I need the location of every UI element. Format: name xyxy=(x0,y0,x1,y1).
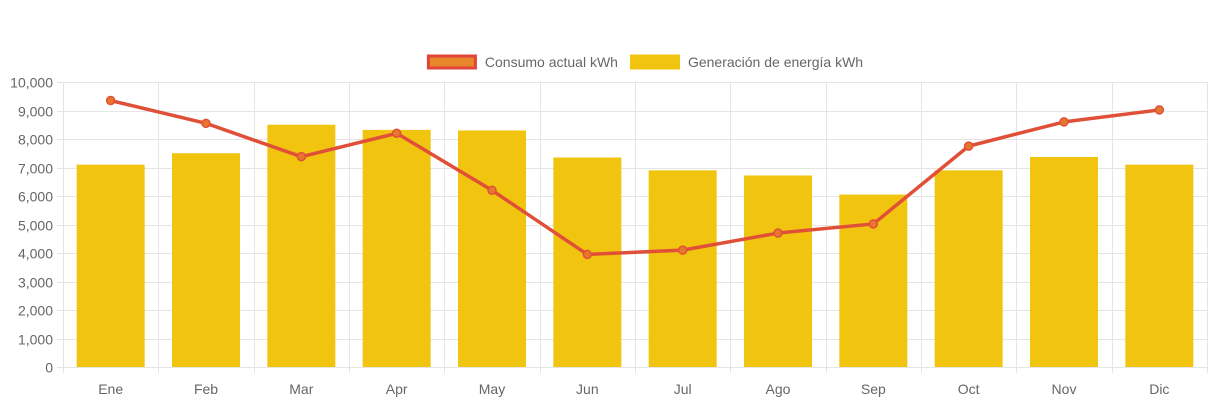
bar[interactable] xyxy=(362,129,431,367)
line-point[interactable] xyxy=(773,228,783,238)
line-point[interactable] xyxy=(868,219,879,229)
line-point[interactable] xyxy=(677,245,688,255)
line-point[interactable] xyxy=(1059,117,1069,127)
y-tick-label: 4,000 xyxy=(18,246,53,262)
line-point[interactable] xyxy=(391,128,402,139)
y-tick-label: 10,000 xyxy=(10,75,53,91)
legend-label: Consumo actual kWh xyxy=(485,54,618,70)
y-tick-label: 7,000 xyxy=(18,161,53,177)
legend-swatch xyxy=(629,54,680,70)
x-tick-label: Ago xyxy=(766,381,791,397)
bar[interactable] xyxy=(648,170,717,367)
y-tick-label: 5,000 xyxy=(18,218,53,234)
x-tick-label: Feb xyxy=(194,381,218,397)
legend-item-consumption[interactable]: Consumo actual kWh xyxy=(426,54,618,70)
line-point[interactable] xyxy=(963,141,974,151)
line-point[interactable] xyxy=(105,95,116,106)
line-point[interactable] xyxy=(1154,105,1165,115)
x-axis: Ene Feb Mar Apr May Jun Jul Ago Sep Oct Nov Dic xyxy=(98,381,1169,397)
x-tick-label: May xyxy=(479,381,505,397)
y-axis: 0 1,000 2,000 3,000 4,000 5,000 6,000 7,000 8,00… xyxy=(10,75,53,376)
bar[interactable] xyxy=(553,157,622,367)
line-point[interactable] xyxy=(201,118,211,129)
x-tick-label: Jul xyxy=(674,381,692,397)
bar[interactable] xyxy=(172,153,240,367)
consumption-line xyxy=(110,98,1160,257)
legend[interactable]: Consumo actual kWh Generación de energía … xyxy=(426,54,863,70)
x-tick-label: Oct xyxy=(958,381,980,397)
x-tick-label: Mar xyxy=(289,381,313,397)
line-series xyxy=(105,95,1165,260)
y-tick-label: 2,000 xyxy=(18,303,53,319)
bar[interactable] xyxy=(934,170,1003,367)
line-point[interactable] xyxy=(296,151,307,162)
bar[interactable] xyxy=(744,175,812,367)
legend-swatch xyxy=(426,54,477,70)
y-tick-label: 0 xyxy=(45,360,53,376)
x-tick-label: Nov xyxy=(1052,381,1077,397)
bar[interactable] xyxy=(458,130,526,367)
y-tick-label: 6,000 xyxy=(18,189,53,205)
legend-label: Generación de energía kWh xyxy=(688,54,863,70)
x-tick-label: Jun xyxy=(576,381,599,397)
x-tick-label: Apr xyxy=(386,381,408,397)
y-tick-label: 3,000 xyxy=(18,275,53,291)
line-point[interactable] xyxy=(582,249,593,260)
x-tick-label: Sep xyxy=(861,381,886,397)
bar[interactable] xyxy=(76,164,145,367)
bar[interactable] xyxy=(267,124,336,367)
line-point[interactable] xyxy=(487,185,497,196)
legend-item-generation[interactable]: Generación de energía kWh xyxy=(629,54,863,70)
x-tick-label: Ene xyxy=(98,381,123,397)
y-tick-label: 1,000 xyxy=(18,332,53,348)
y-tick-label: 8,000 xyxy=(18,132,53,148)
bar[interactable] xyxy=(1030,156,1098,367)
bar-series xyxy=(76,124,1194,367)
bar[interactable] xyxy=(1125,164,1194,367)
y-tick-label: 9,000 xyxy=(18,104,53,120)
x-tick-label: Dic xyxy=(1149,381,1169,397)
